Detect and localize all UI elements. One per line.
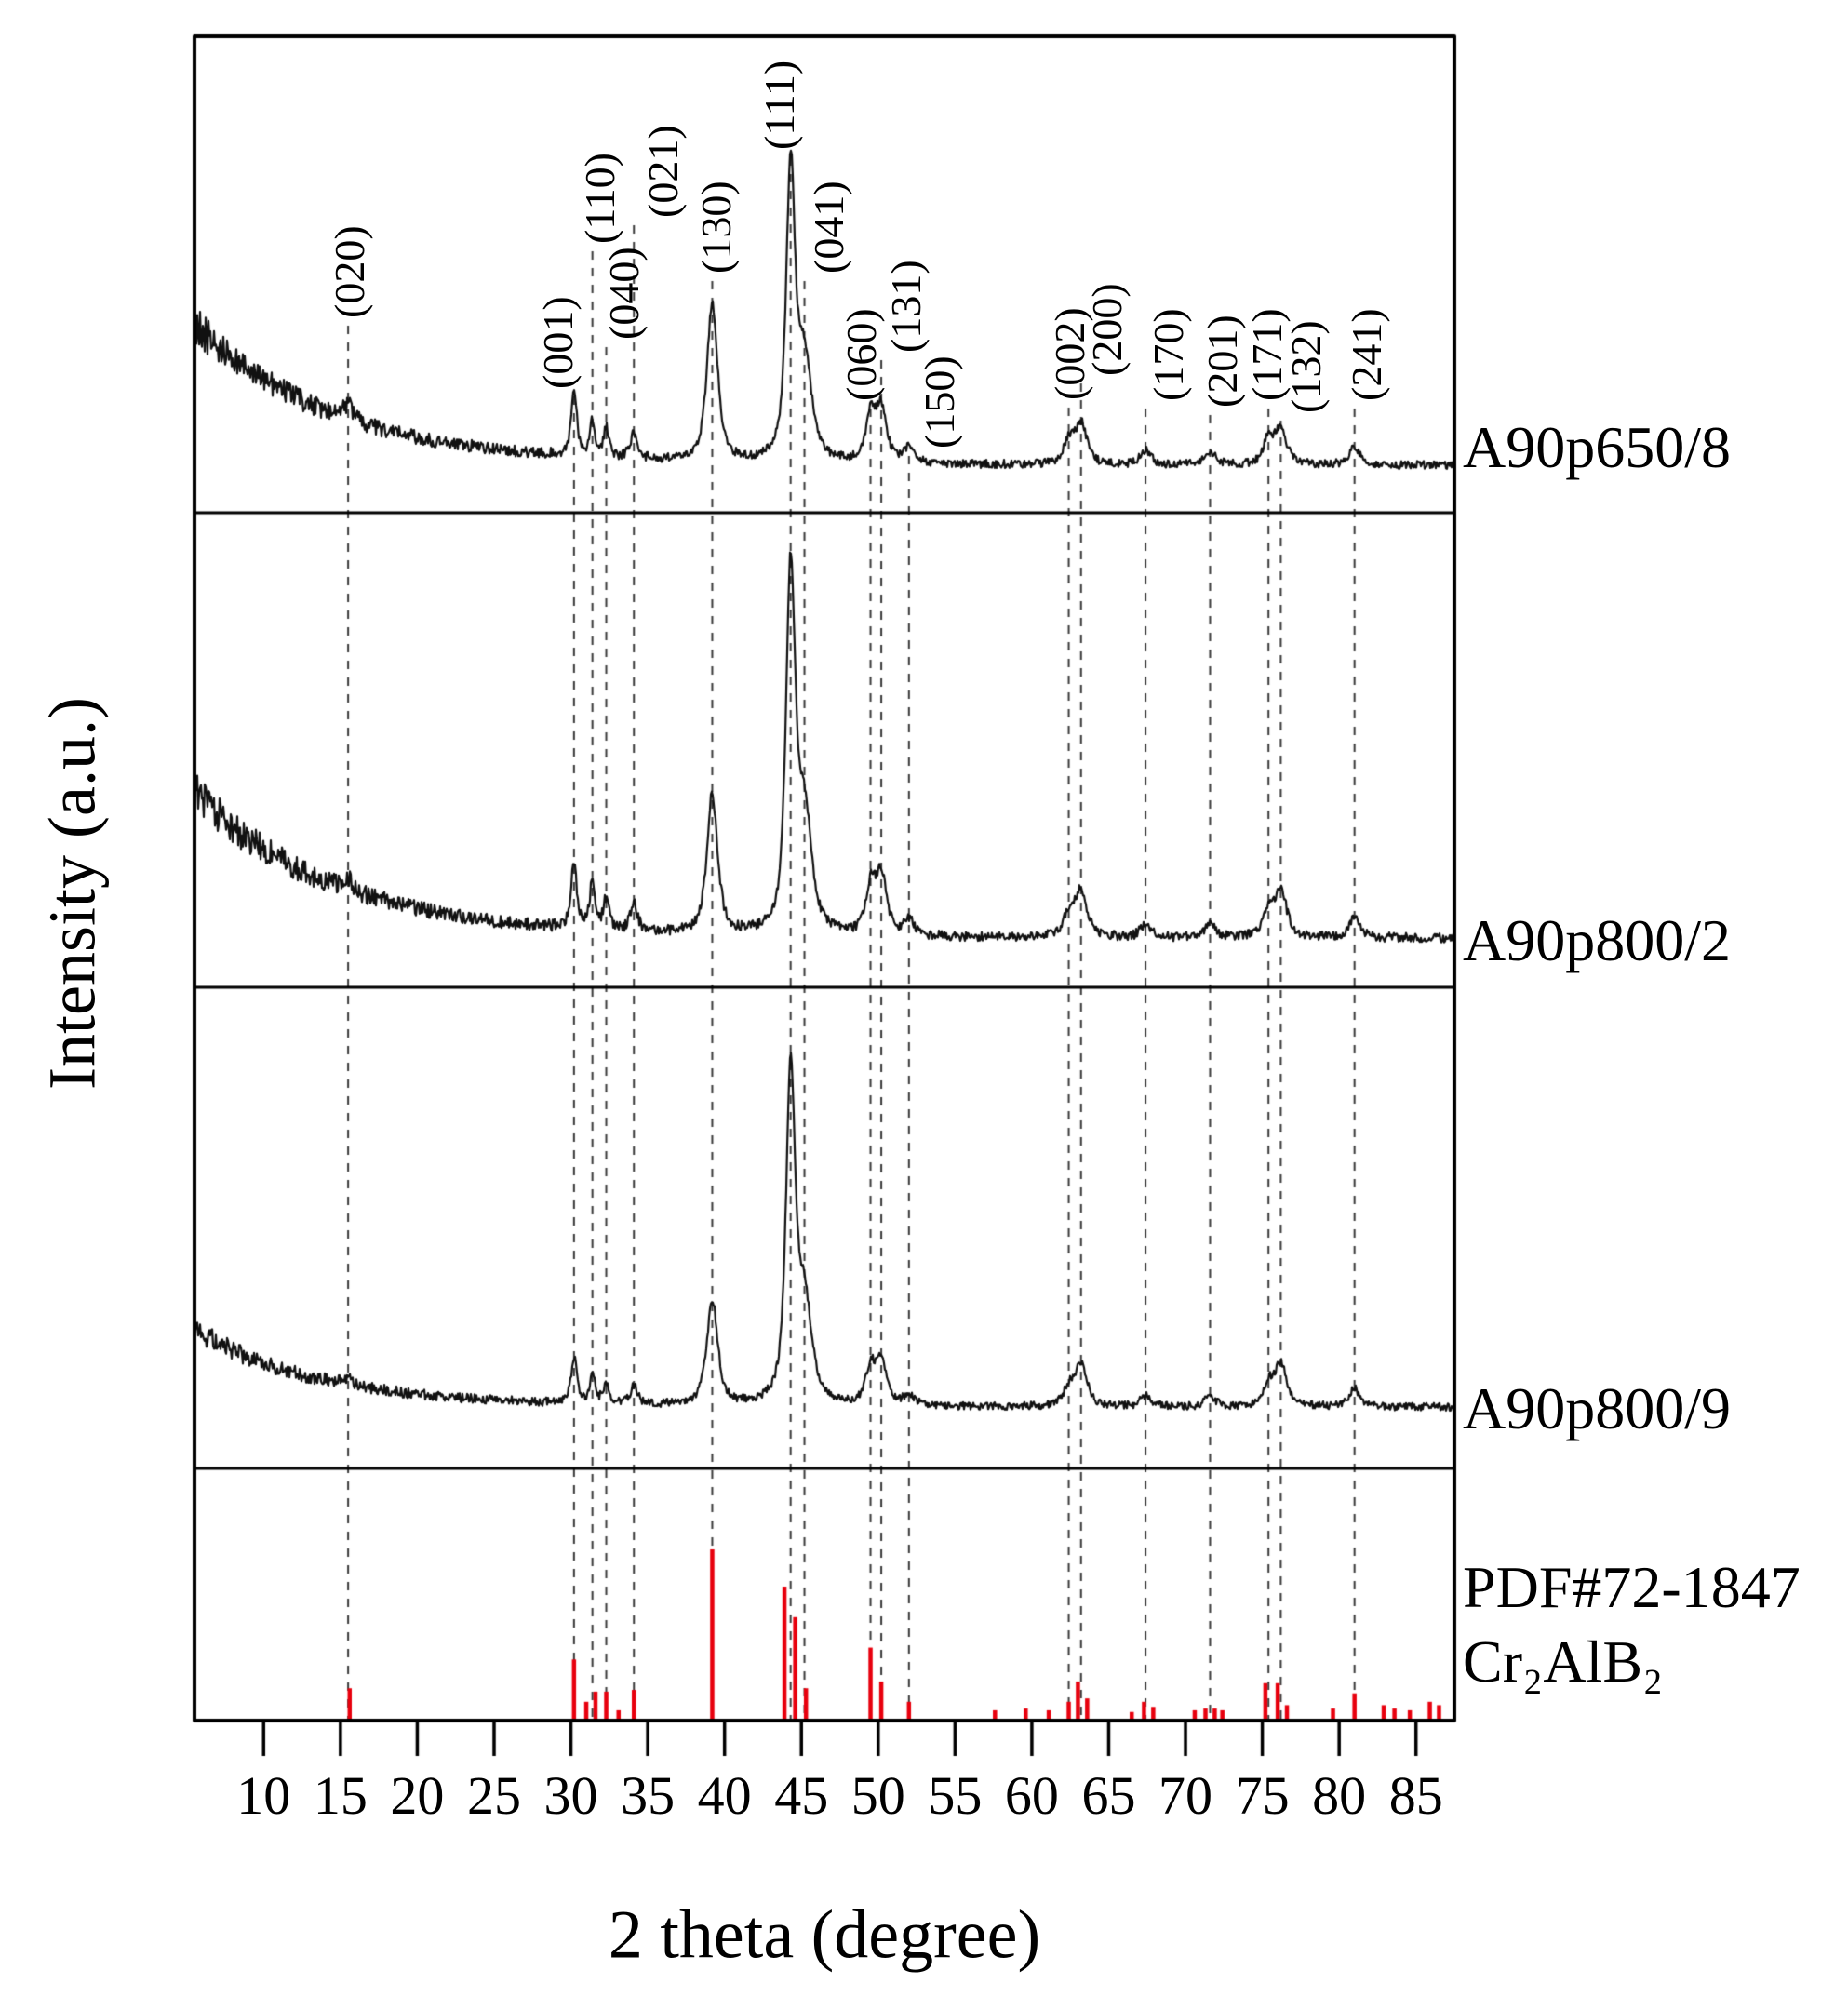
xrd-plot-canvas — [0, 0, 1848, 2010]
xrd-figure: Intensity (a.u.) 2 theta (degree) A90p65… — [0, 0, 1848, 2010]
